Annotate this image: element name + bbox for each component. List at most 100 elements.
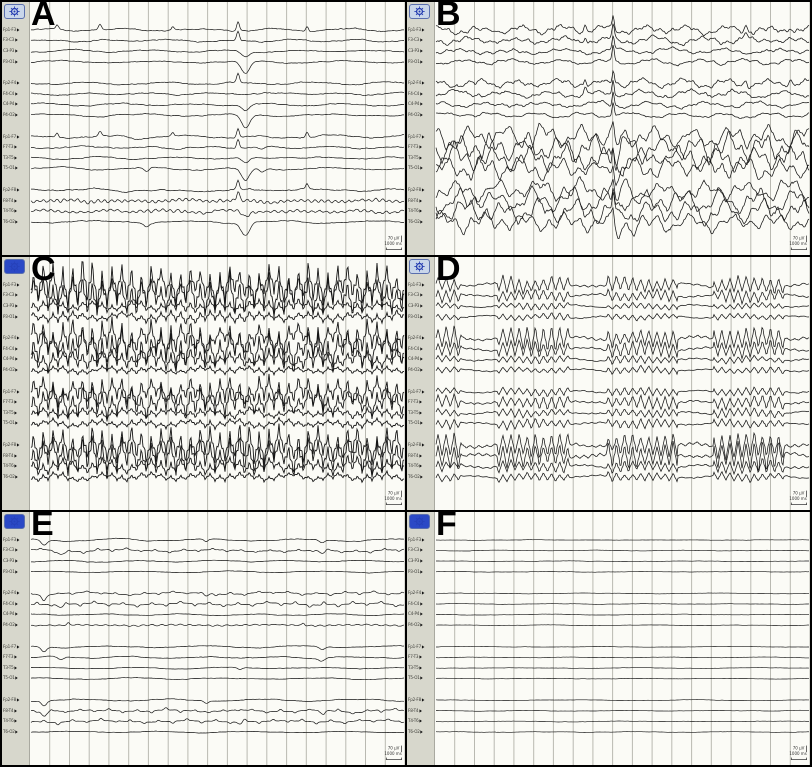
eeg-trace bbox=[435, 386, 810, 397]
channel-marker-arrow-icon bbox=[421, 443, 425, 447]
amplitude-scale-tick bbox=[806, 745, 807, 752]
channel-label: Fp2-F8 bbox=[3, 188, 24, 192]
eeg-trace bbox=[30, 645, 405, 653]
channel-marker-arrow-icon bbox=[14, 453, 17, 458]
channel-label-text: C3-P3 bbox=[408, 48, 420, 54]
channel-label: T3-T5 bbox=[3, 155, 24, 160]
eeg-trace bbox=[435, 337, 810, 361]
channel-label: T5-O1 bbox=[408, 166, 429, 171]
eeg-trace bbox=[435, 206, 810, 240]
eeg-trace bbox=[435, 470, 809, 484]
scale-bar: 70 µV 1000 ms bbox=[790, 235, 807, 250]
channel-label: Fp2-F4 bbox=[408, 591, 429, 596]
time-scale-tick bbox=[386, 502, 402, 505]
eeg-panel-a: Fp1-F3 F3-C3 C3-P3 P3-O1 Fp2-F4 F4-C4 C4-P4 P4-… bbox=[2, 2, 405, 255]
eeg-trace bbox=[30, 730, 404, 734]
eeg-trace bbox=[435, 287, 810, 306]
eeg-trace bbox=[435, 129, 810, 171]
channel-label-text: T6-O2 bbox=[3, 474, 15, 480]
eeg-trace bbox=[435, 570, 810, 573]
channel-marker-arrow-icon bbox=[15, 569, 18, 574]
channel-marker-arrow-icon bbox=[420, 475, 424, 479]
eeg-trace bbox=[435, 431, 810, 461]
channel-label: Fp2-F4 bbox=[3, 81, 24, 86]
channel-label-text: Fp2-F8 bbox=[408, 697, 422, 703]
eeg-trace bbox=[30, 698, 405, 707]
channel-label: P3-O1 bbox=[408, 314, 429, 319]
channel-label: Fp1-F3 bbox=[408, 27, 429, 32]
eeg-trace bbox=[30, 469, 405, 484]
eeg-trace bbox=[435, 274, 810, 296]
channel-label: Fp2-F8 bbox=[408, 697, 429, 703]
panel-settings-button[interactable] bbox=[4, 514, 25, 529]
channel-label-text: T5-O1 bbox=[408, 165, 420, 171]
channel-label-text: Fp2-F8 bbox=[3, 442, 17, 448]
panel-settings-button[interactable] bbox=[409, 259, 430, 274]
scale-bar: 70 µV 1000 ms bbox=[790, 490, 807, 505]
channel-marker-arrow-icon bbox=[15, 612, 18, 617]
channel-marker-arrow-icon bbox=[15, 676, 19, 681]
channel-label: Fp2-F4 bbox=[3, 336, 24, 341]
panel-settings-button[interactable] bbox=[409, 4, 430, 19]
channel-label-text: T5-O1 bbox=[3, 165, 15, 171]
eeg-trace bbox=[31, 559, 405, 563]
panel-settings-button[interactable] bbox=[409, 514, 430, 529]
panel-letter: C bbox=[31, 257, 56, 288]
eeg-trace bbox=[435, 731, 810, 733]
eeg-trace bbox=[30, 385, 405, 422]
channel-label: C4-P4 bbox=[3, 357, 24, 362]
channel-marker-arrow-icon bbox=[15, 304, 18, 308]
channel-label-text: F7-T3 bbox=[3, 144, 14, 150]
channel-label-text: T3-T5 bbox=[408, 665, 419, 671]
channel-marker-arrow-icon bbox=[421, 81, 425, 85]
channel-marker-arrow-icon bbox=[420, 569, 423, 574]
channel-label: P3-O1 bbox=[3, 314, 24, 319]
channel-label-text: F3-C3 bbox=[3, 37, 15, 43]
channel-label: T3-T5 bbox=[3, 410, 24, 415]
time-scale-label: 1000 ms bbox=[384, 242, 402, 247]
time-scale-tick bbox=[386, 757, 402, 760]
channel-label-text: Fp1-F3 bbox=[408, 282, 422, 288]
channel-label: F7-T3 bbox=[3, 400, 24, 405]
eeg-trace bbox=[435, 603, 810, 605]
channel-label: T6-O2 bbox=[408, 729, 429, 734]
eeg-trace bbox=[435, 35, 810, 56]
channel-label: T6-O2 bbox=[3, 474, 24, 479]
channel-label-text: Fp2-F4 bbox=[408, 80, 422, 86]
channel-label: T4-T6 bbox=[408, 719, 429, 724]
eeg-trace bbox=[30, 547, 405, 555]
eeg-trace bbox=[435, 667, 809, 669]
eeg-trace bbox=[30, 113, 405, 129]
channel-label: F3-C3 bbox=[408, 293, 429, 298]
channel-marker-arrow-icon bbox=[15, 113, 18, 117]
time-scale-tick bbox=[791, 247, 807, 250]
eeg-trace bbox=[435, 91, 810, 110]
channel-marker-arrow-icon bbox=[15, 314, 18, 319]
channel-label-text: Fp2-F4 bbox=[408, 590, 422, 596]
panel-letter: B bbox=[436, 2, 461, 33]
channel-marker-arrow-icon bbox=[15, 166, 19, 171]
channel-marker-arrow-icon bbox=[15, 59, 18, 64]
channel-label: T5-O1 bbox=[3, 166, 24, 171]
eeg-panel-d: Fp1-F3 F3-C3 C3-P3 P3-O1 Fp2-F4 F4-C4 C4-P4 P4-… bbox=[407, 257, 810, 510]
time-scale-tick bbox=[791, 757, 807, 760]
eeg-trace bbox=[30, 347, 405, 374]
channel-label-text: T3-T5 bbox=[408, 410, 419, 416]
eeg-trace bbox=[435, 140, 810, 177]
eeg-trace bbox=[436, 560, 809, 563]
panel-settings-button[interactable] bbox=[4, 4, 25, 19]
channel-label: Fp1-F7 bbox=[408, 134, 429, 139]
channel-marker-arrow-icon bbox=[420, 49, 423, 53]
panel-settings-button[interactable] bbox=[4, 259, 25, 274]
channel-label: F7-T3 bbox=[408, 400, 429, 405]
eeg-trace bbox=[435, 613, 810, 616]
channel-marker-arrow-icon bbox=[14, 548, 18, 553]
channel-label-text: Fp1-F3 bbox=[3, 282, 17, 288]
channel-marker-arrow-icon bbox=[419, 293, 423, 298]
channel-label: F3-C3 bbox=[408, 38, 429, 43]
amplitude-scale-label: 70 µV bbox=[792, 236, 805, 242]
channel-label: C3-P3 bbox=[3, 559, 24, 563]
channel-marker-arrow-icon bbox=[420, 676, 424, 681]
amplitude-scale-label: 70 µV bbox=[792, 491, 805, 497]
channel-marker-arrow-icon bbox=[14, 38, 18, 43]
